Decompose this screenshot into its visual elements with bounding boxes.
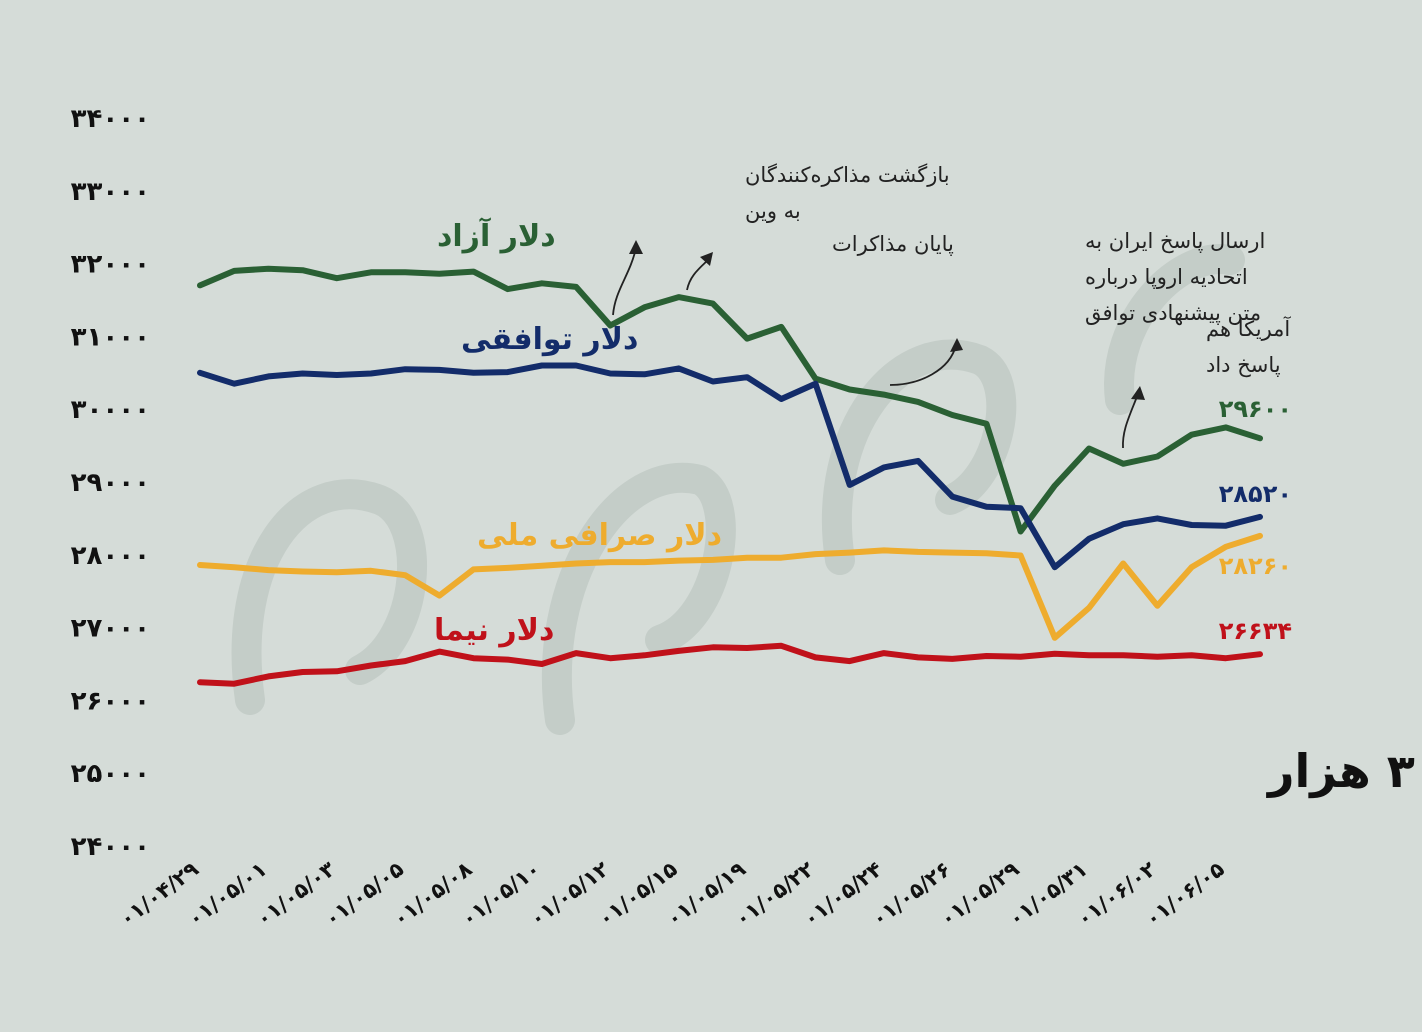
y-tick-label: ۲۵۰۰۰ — [71, 759, 150, 789]
annotation-arrow — [612, 247, 637, 316]
x-axis: ۰۱/۰۴/۲۹۰۱/۰۵/۰۱۰۱/۰۵/۰۳۰۱/۰۵/۰۵۰۱/۰۵/۰۸… — [115, 857, 1229, 932]
annotation-arrowhead — [700, 252, 713, 266]
y-tick-label: ۲۹۰۰۰ — [71, 468, 150, 498]
annotation-arrowhead — [950, 338, 963, 352]
y-tick-label: ۲۷۰۰۰ — [71, 614, 150, 644]
end-label-exchange-dollar: ۲۸۲۶۰ — [1219, 552, 1292, 580]
y-tick-label: ۳۲۰۰۰ — [71, 250, 150, 280]
annotation-arrowhead — [629, 240, 643, 254]
y-tick-label: ۳۰۰۰۰ — [71, 395, 150, 425]
series-label-free-dollar: دلار آزاد — [437, 217, 556, 254]
end-label-free-dollar: ۲۹۶۰۰ — [1219, 395, 1292, 423]
annotation-text: پاسخ داد — [1206, 353, 1281, 377]
end-value-labels: ۲۹۶۰۰ ۲۸۵۲۰ ۲۸۲۶۰ ۲۶۶۳۴ — [1219, 395, 1292, 645]
end-label-agreed-dollar: ۲۸۵۲۰ — [1219, 480, 1292, 508]
annotation-arrowhead — [1131, 386, 1145, 400]
annotations: بازگشت مذاکره‌کنندگان به وین پایان مذاکرات… — [612, 163, 1291, 449]
y-tick-label: ۳۱۰۰۰ — [71, 322, 150, 352]
y-tick-label: ۲۸۰۰۰ — [71, 541, 150, 571]
series-line-1 — [197, 362, 1263, 571]
annotation-text: به وین — [745, 199, 801, 223]
annotation-text: اتحادیه اروپا درباره — [1085, 265, 1248, 289]
series-line-2 — [197, 532, 1263, 641]
series-label-nima-dollar: دلار نیما — [434, 613, 554, 648]
y-tick-label: ۲۶۰۰۰ — [71, 686, 150, 716]
end-label-nima-dollar: ۲۶۶۳۴ — [1219, 617, 1292, 645]
annotation-arrow — [889, 344, 957, 386]
watermark-graphic — [231, 244, 1245, 735]
y-axis: ۲۴۰۰۰ ۲۵۰۰۰ ۲۶۰۰۰ ۲۷۰۰۰ ۲۸۰۰۰ ۲۹۰۰۰ ۳۰۰۰۰ ۳۱۰۰۰… — [71, 104, 150, 862]
annotation-text: بازگشت مذاکره‌کنندگان — [745, 163, 950, 187]
series-lines — [197, 265, 1263, 687]
series-line-0 — [197, 265, 1263, 535]
y-tick-label: ۳۴۰۰۰ — [71, 104, 150, 134]
series-labels: دلار آزاد دلار توافقی دلار صرافی ملی دلا… — [434, 217, 722, 648]
series-label-exchange-dollar: دلار صرافی ملی — [477, 518, 722, 553]
annotation-text: پایان مذاکرات — [832, 232, 954, 256]
y-tick-label: ۲۴۰۰۰ — [71, 832, 150, 862]
annotation-text: ارسال پاسخ ایران به — [1085, 229, 1265, 253]
chart-title: بازگشت دلار به زیر مرز ۳۰ هزار — [1266, 744, 1422, 798]
annotation-text: متن پیشنهادی توافق — [1085, 301, 1261, 325]
y-tick-label: ۳۳۰۰۰ — [71, 177, 150, 207]
series-label-agreed-dollar: دلار توافقی — [461, 322, 638, 357]
series-line-3 — [197, 642, 1263, 687]
annotation-text: آمریکا هم — [1206, 316, 1291, 342]
